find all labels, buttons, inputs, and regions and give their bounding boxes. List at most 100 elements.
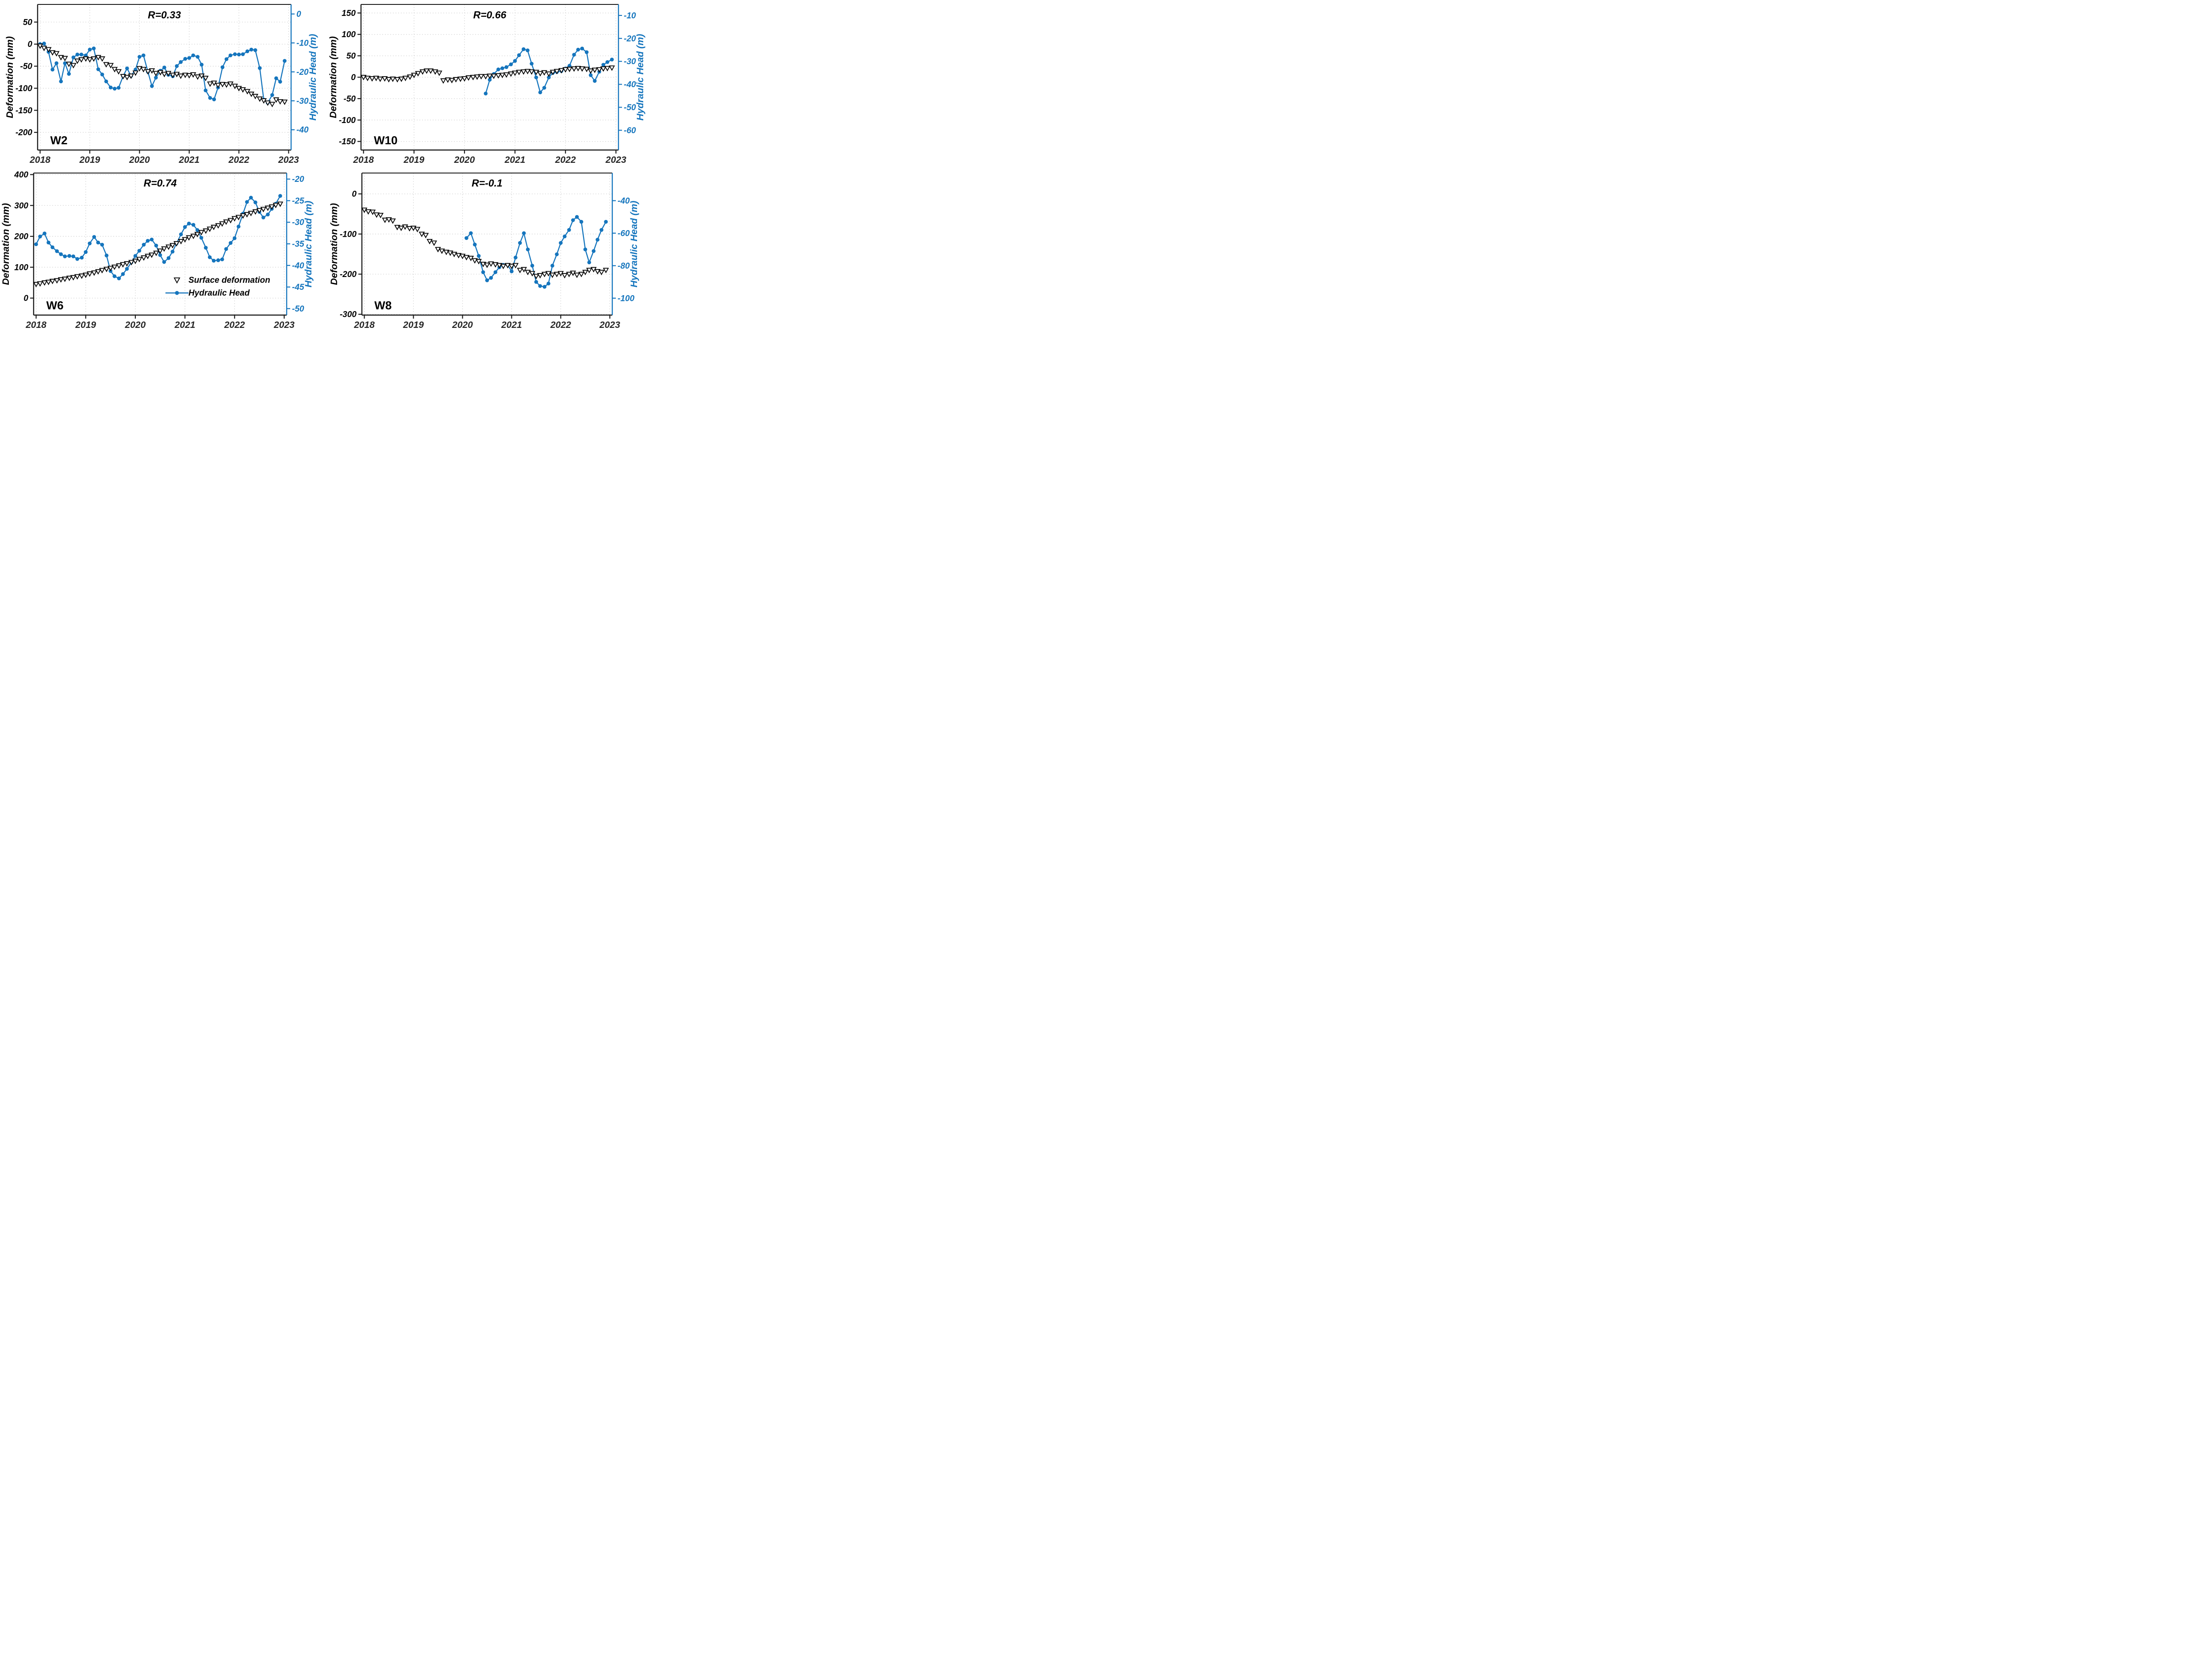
year-tick-label: 2023 xyxy=(278,155,299,165)
year-tick-label: 2021 xyxy=(504,155,526,165)
hydraulic-head-point xyxy=(522,231,526,235)
x-axis: 2018 2019 2020 2021 2022 2023 xyxy=(353,150,626,165)
deformation-point xyxy=(553,69,560,75)
hydraulic-head-point xyxy=(224,57,229,61)
correlation-label: R=-0.1 xyxy=(472,177,503,189)
hydraulic-head-point xyxy=(125,267,129,271)
deformation-point xyxy=(402,224,408,230)
right-tick-label: -25 xyxy=(292,196,304,206)
deformation-point xyxy=(66,276,73,281)
right-tick-label: -10 xyxy=(624,11,636,20)
deformation-point xyxy=(495,73,502,79)
hydraulic-head-point xyxy=(84,250,88,254)
panel-W10-chart: 150 100 50 0 -50 -100 -150 -10 -20 -30 -40 -50 -60 20… xyxy=(328,4,645,165)
hydraulic-head-point xyxy=(63,254,67,258)
deformation-point xyxy=(33,282,39,288)
hydraulic-head-point xyxy=(204,246,208,250)
deformation-point xyxy=(549,69,556,75)
figure-container: 50 0 -50 -100 -150 -200 0 -10 -20 -30 -40 2018 2019 2… xyxy=(0,0,650,333)
deformation-point xyxy=(508,264,515,269)
hydraulic-head-point xyxy=(199,236,204,240)
deformation-point xyxy=(478,74,484,80)
year-tick-label: 2019 xyxy=(403,155,424,165)
right-tick-label: -30 xyxy=(292,218,304,227)
left-tick-label: 200 xyxy=(14,232,28,242)
deformation-point xyxy=(561,273,568,279)
deformation-point xyxy=(78,273,85,279)
hydraulic-head-point xyxy=(220,65,225,69)
deformation-point xyxy=(45,280,52,285)
deformation-point xyxy=(74,274,81,280)
hydraulic-head-point xyxy=(79,52,84,57)
hydraulic-head-point xyxy=(71,55,76,59)
deformation-point xyxy=(91,56,97,62)
hydraulic-head-point xyxy=(191,53,195,58)
x-axis: 2018 2019 2020 2021 2022 2023 xyxy=(25,315,295,330)
deformation-point xyxy=(203,228,209,234)
deformation-point xyxy=(443,250,449,255)
deformation-point xyxy=(116,263,122,269)
deformation-point xyxy=(440,78,446,84)
hydraulic-head-point xyxy=(216,258,220,262)
deformation-point xyxy=(390,77,396,82)
hydraulic-head-point xyxy=(469,231,473,235)
deformation-point xyxy=(281,100,288,105)
deformation-point xyxy=(533,273,539,280)
hydraulic-head-point xyxy=(211,258,216,263)
deformation-point xyxy=(499,73,506,78)
hydraulic-head-point xyxy=(563,234,567,239)
deformation-point xyxy=(545,271,552,277)
deformation-point xyxy=(277,201,284,207)
hydraulic-head-point xyxy=(207,255,212,259)
hydraulic-head-point xyxy=(465,236,469,240)
hydraulic-head-point xyxy=(542,285,547,289)
deformation-point xyxy=(194,74,201,80)
deformation-point xyxy=(161,246,167,252)
deformation-point xyxy=(202,76,209,81)
right-tick-label: -20 xyxy=(292,175,304,184)
hydraulic-head-point xyxy=(584,50,589,54)
left-tick-label: 0 xyxy=(351,73,356,82)
deformation-point xyxy=(436,70,442,76)
deformation-point xyxy=(407,74,413,80)
hydraulic-head-point xyxy=(75,257,79,261)
deformation-point xyxy=(562,67,569,73)
hydraulic-head-point xyxy=(236,224,241,229)
left-tick-label: -300 xyxy=(340,310,357,320)
hydraulic-head-point xyxy=(71,254,76,258)
deformation-point xyxy=(153,71,159,77)
deformation-point xyxy=(419,69,426,75)
deformation-point xyxy=(108,266,114,271)
deformation-point xyxy=(207,227,213,232)
deformation-point xyxy=(141,255,147,261)
deformation-point xyxy=(549,273,556,278)
right-tick-label: -40 xyxy=(624,80,636,89)
deformation-point xyxy=(265,100,271,106)
hydraulic-head-point xyxy=(278,80,282,84)
deformation-point xyxy=(83,56,89,62)
deformation-point xyxy=(219,221,226,227)
hydraulic-head-point xyxy=(534,75,538,80)
hydraulic-head-point xyxy=(146,239,150,243)
hydraulic-head-point xyxy=(530,264,534,268)
deformation-point xyxy=(558,68,565,74)
hydraulic-head-point xyxy=(567,228,571,232)
hydraulic-head-point xyxy=(162,65,166,69)
deformation-point xyxy=(231,216,238,222)
hydraulic-head-point xyxy=(542,86,546,90)
deformation-point xyxy=(582,269,588,276)
hydraulic-head-point xyxy=(534,280,538,284)
legend: Surface deformation Hydraulic Head xyxy=(165,276,270,298)
deformation-point xyxy=(128,260,134,266)
deformation-point xyxy=(140,67,147,73)
year-tick-label: 2020 xyxy=(452,320,473,330)
hydraulic-head-point xyxy=(571,218,575,222)
hydraulic-head-point xyxy=(191,223,196,227)
hydraulic-head-point xyxy=(67,72,71,76)
deformation-point xyxy=(169,73,176,78)
year-tick-label: 2020 xyxy=(129,155,150,165)
hydraulic-head-point xyxy=(179,232,183,236)
right-tick-label: -10 xyxy=(296,38,309,48)
